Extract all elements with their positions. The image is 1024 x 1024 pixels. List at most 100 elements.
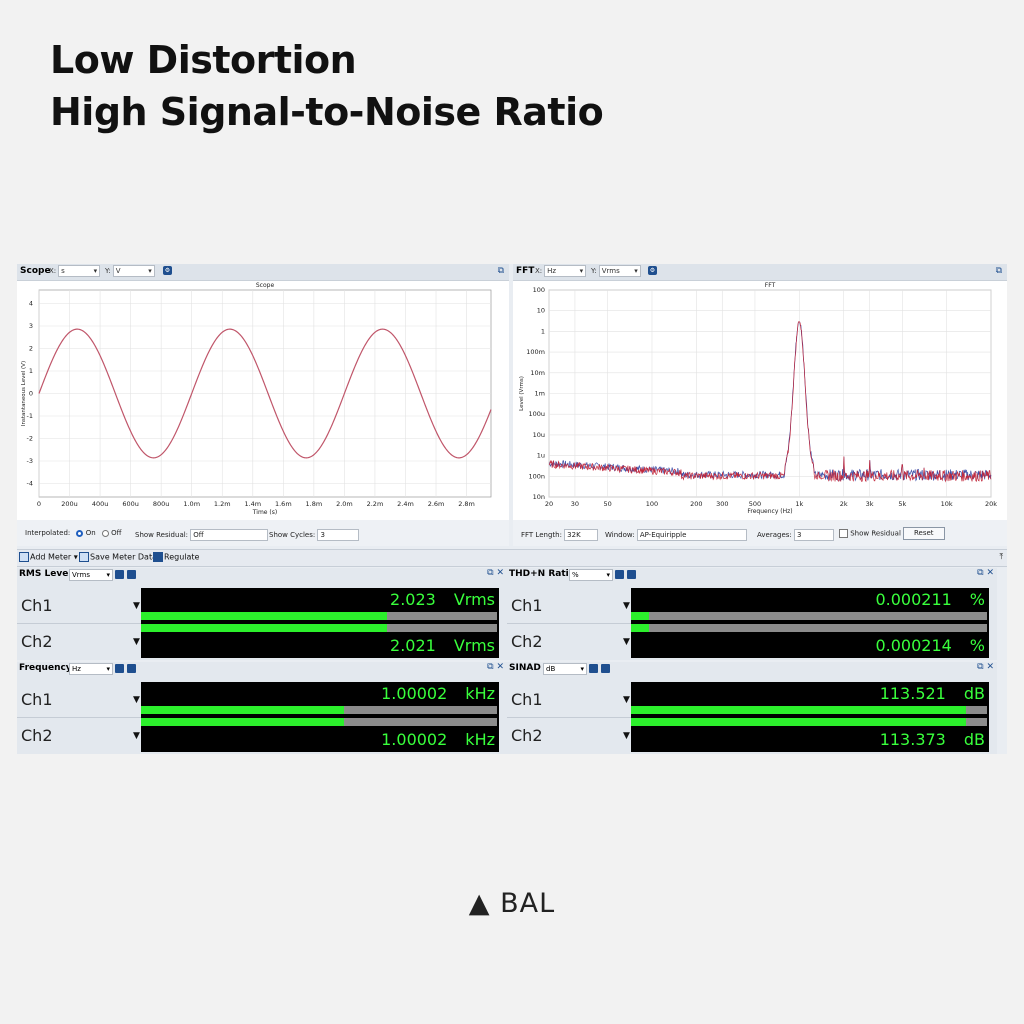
meter-thdn: THD+N Ratio% ⧉ ✕ Ch1 ▼ Ch2 ▼ 0.000211% 0.000214… [507, 568, 997, 660]
scope-x-unit-dropdown[interactable]: s [58, 265, 101, 277]
close-icon[interactable]: ✕ [986, 662, 994, 672]
ch2-dropdown-arrow[interactable]: ▼ [133, 731, 140, 741]
meter-header: THD+N Ratio% ⧉ ✕ [507, 568, 997, 582]
fft-title: FFT [516, 266, 535, 276]
ch2-bar [631, 624, 987, 632]
fft-x-tick: 20 [545, 500, 553, 508]
popout-icon[interactable]: ⧉ [977, 662, 984, 672]
scope-y-unit-dropdown[interactable]: V [112, 265, 155, 277]
ch1-bar-fill [631, 612, 649, 620]
fft-y-tick: 10 [537, 307, 545, 315]
meter-window-controls: ⧉ ✕ [487, 662, 504, 672]
meter-display-icon[interactable] [589, 664, 598, 673]
close-icon[interactable]: ✕ [986, 568, 994, 578]
save-icon [79, 552, 89, 562]
meter-display-icon[interactable] [615, 570, 624, 579]
ch1-bar [141, 612, 497, 620]
scope-x-selector[interactable]: X: s [49, 265, 101, 277]
row-divider [17, 623, 141, 624]
ch2-label: Ch2 [511, 632, 543, 651]
fft-x-tick: 20k [985, 500, 997, 508]
close-icon[interactable]: ✕ [496, 568, 504, 578]
meter-unit-dropdown[interactable]: Hz [69, 663, 113, 675]
meter-display: 1.00002 kHz 1.00002 kHz [141, 682, 499, 752]
scope-x-tick: 400u [92, 500, 109, 508]
fft-titlebar: FFT X:Hz Y:Vrms ⚙ ⧉ [513, 264, 1007, 281]
meter-unit-dropdown[interactable]: % [569, 569, 613, 581]
ch1-dropdown-arrow[interactable]: ▼ [623, 601, 630, 611]
fft-y-unit-dropdown[interactable]: Vrms [598, 265, 641, 277]
meter-settings-icon[interactable] [601, 664, 610, 673]
ch1-dropdown-arrow[interactable]: ▼ [133, 695, 140, 705]
meter-unit-dropdown[interactable]: Vrms [69, 569, 113, 581]
show-cycles-stepper[interactable]: 3 [317, 529, 360, 541]
show-residual-control: Show Residual: Off [135, 529, 269, 541]
ch2-dropdown-arrow[interactable]: ▼ [133, 637, 140, 647]
fft-x-selector[interactable]: X: Hz [535, 265, 587, 277]
regulate-button[interactable]: Regulate [153, 552, 199, 562]
ch1-value: 113.521 dB [879, 684, 985, 703]
scope-y-selector[interactable]: Y: V [105, 265, 155, 277]
meter-settings-icon[interactable] [127, 664, 136, 673]
meter-display-icon[interactable] [115, 570, 124, 579]
scope-x-tick: 2.2m [367, 500, 384, 508]
ch2-dropdown-arrow[interactable]: ▼ [623, 637, 630, 647]
averages-stepper[interactable]: 3 [794, 529, 834, 541]
close-icon[interactable]: ✕ [496, 662, 504, 672]
ch2-dropdown-arrow[interactable]: ▼ [623, 731, 630, 741]
ch2-bar [141, 624, 497, 632]
ch1-bar [141, 706, 497, 714]
window-dropdown[interactable]: AP-Equiripple [636, 529, 747, 541]
popout-icon[interactable]: ⧉ [977, 568, 984, 578]
scope-settings-icon[interactable]: ⚙ [163, 266, 172, 275]
fft-y-tick: 100u [528, 410, 545, 418]
heading-line-1: Low Distortion [50, 38, 357, 82]
scope-y-tick: 1 [29, 367, 33, 375]
reset-button[interactable]: Reset [903, 527, 945, 540]
show-residual-dropdown[interactable]: Off [190, 529, 269, 541]
fft-x-tick: 10k [941, 500, 953, 508]
scope-popout-icon[interactable]: ⧉ [497, 266, 504, 276]
meter-window-controls: ⧉ ✕ [977, 662, 994, 672]
collapse-icon[interactable]: ⤒ [999, 552, 1003, 561]
fft-settings-icon[interactable]: ⚙ [648, 266, 657, 275]
scope-x-tick: 600u [122, 500, 139, 508]
popout-icon[interactable]: ⧉ [487, 662, 494, 672]
page-heading: Low Distortion High Signal-to-Noise Rati… [50, 34, 604, 138]
fft-x-tick: 5k [898, 500, 906, 508]
meter-unit-dropdown[interactable]: dB [543, 663, 587, 675]
scope-y-tick: -1 [27, 412, 33, 420]
meter-display-icon[interactable] [115, 664, 124, 673]
fft-length-dropdown[interactable]: 32K [564, 529, 599, 541]
meter-display: 113.521 dB 113.373 dB [631, 682, 989, 752]
ch2-value: 113.373 dB [879, 730, 985, 749]
interpolated-on-radio[interactable] [76, 529, 84, 537]
meter-title: RMS Level [19, 569, 72, 579]
popout-icon[interactable]: ⧉ [487, 568, 494, 578]
fft-x-tick: 300 [716, 500, 728, 508]
ch2-bar-fill [141, 624, 387, 632]
analyzer-window: Scope X:s Y:V ⚙ ⧉ Scope43210-1-2-3-40200… [17, 264, 1007, 754]
ch1-dropdown-arrow[interactable]: ▼ [133, 601, 140, 611]
fft-y-selector[interactable]: Y: Vrms [591, 265, 641, 277]
fft-y-tick: 1u [537, 452, 545, 460]
meter-toolbar: Add Meter ▾ Save Meter Data Regulate ⤒ [17, 549, 1007, 567]
fft-popout-icon[interactable]: ⧉ [995, 266, 1002, 276]
fft-x-tick: 100 [646, 500, 658, 508]
meter-settings-icon[interactable] [627, 570, 636, 579]
save-meter-data-button[interactable]: Save Meter Data [79, 552, 157, 562]
scope-x-tick: 2.6m [428, 500, 445, 508]
add-meter-button[interactable]: Add Meter ▾ [19, 552, 78, 562]
ch1-value: 0.000211% [875, 590, 985, 609]
ch1-dropdown-arrow[interactable]: ▼ [623, 695, 630, 705]
scope-x-tick: 1.6m [275, 500, 292, 508]
fft-show-residual-checkbox[interactable] [839, 529, 848, 538]
fft-x-unit-dropdown[interactable]: Hz [544, 265, 587, 277]
ch2-value: 1.00002 kHz [381, 730, 495, 749]
ch2-value: 0.000214% [875, 636, 985, 655]
meter-settings-icon[interactable] [127, 570, 136, 579]
fft-x-axis-label: Frequency (Hz) [747, 508, 792, 515]
interpolated-off-radio[interactable] [101, 529, 109, 537]
